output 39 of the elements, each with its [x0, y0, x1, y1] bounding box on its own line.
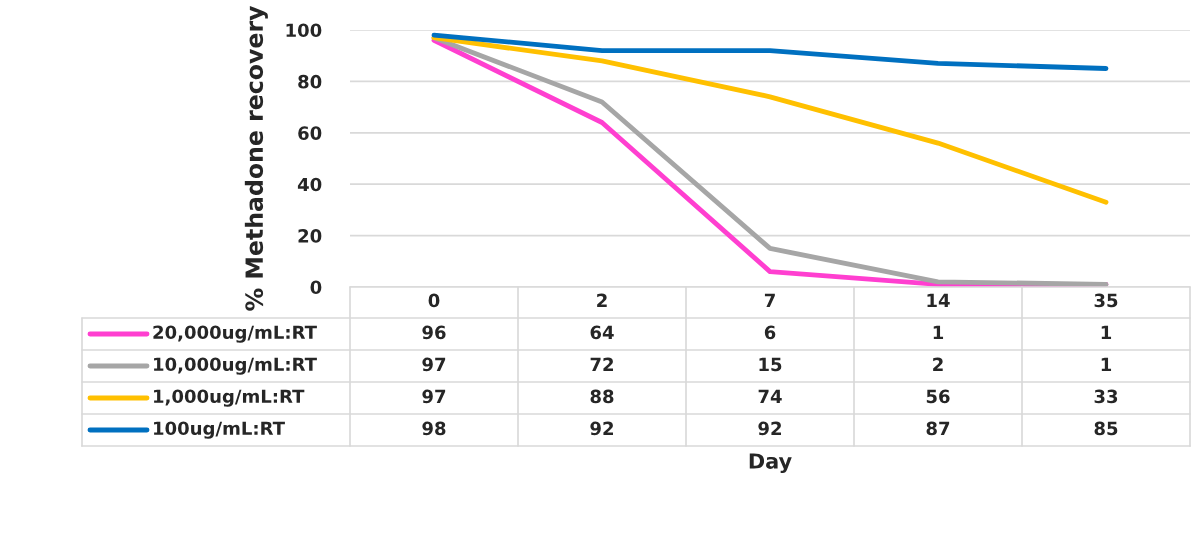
- data-label: 1: [1101, 325, 1112, 339]
- y-tick-label: 40: [297, 177, 322, 192]
- y-tick-label: 0: [310, 280, 322, 295]
- data-label: 6: [764, 325, 776, 340]
- y-axis-title: % Methadone recovery: [244, 5, 268, 311]
- data-label: 64: [590, 325, 614, 340]
- y-tick-label: 20: [298, 229, 322, 243]
- line-series: [431, 35, 1109, 205]
- data-label: 72: [590, 357, 613, 371]
- y-tick-label: 100: [286, 23, 322, 38]
- data-label: 92: [758, 421, 781, 436]
- data-label: 88: [590, 389, 614, 404]
- data-label: 97: [422, 389, 446, 404]
- legend-label: 20,000ug/mL:RT: [153, 325, 317, 343]
- data-label: 98: [422, 421, 446, 436]
- x-tick-label: 7: [764, 293, 775, 307]
- data-label: 92: [590, 421, 613, 436]
- y-tick-label: 60: [298, 126, 322, 140]
- x-tick-label: 0: [428, 293, 440, 308]
- line-series: [431, 32, 1109, 71]
- data-label: 96: [422, 325, 446, 340]
- x-tick-label: 35: [1094, 293, 1118, 308]
- legend-label: 1,000ug/mL:RT: [154, 389, 305, 407]
- legend-label: 100ug/mL:RT: [154, 421, 285, 439]
- x-tick-label: 14: [927, 293, 950, 307]
- legend-label: 10,000ug/mL:RT: [154, 357, 317, 375]
- data-label: 33: [1094, 389, 1118, 404]
- data-label: 1: [933, 325, 944, 339]
- data-label: 2: [933, 357, 943, 371]
- x-tick-label: 2: [597, 293, 607, 307]
- data-label: 87: [926, 421, 950, 436]
- data-label: 97: [422, 357, 446, 372]
- text: Day: [749, 453, 792, 474]
- data-label: 1: [1101, 357, 1112, 371]
- data-label: 74: [758, 389, 782, 403]
- data-label: 85: [1094, 421, 1118, 436]
- data-label: 15: [759, 357, 782, 372]
- data-label: 56: [926, 389, 950, 404]
- y-tick-label: 80: [298, 74, 322, 89]
